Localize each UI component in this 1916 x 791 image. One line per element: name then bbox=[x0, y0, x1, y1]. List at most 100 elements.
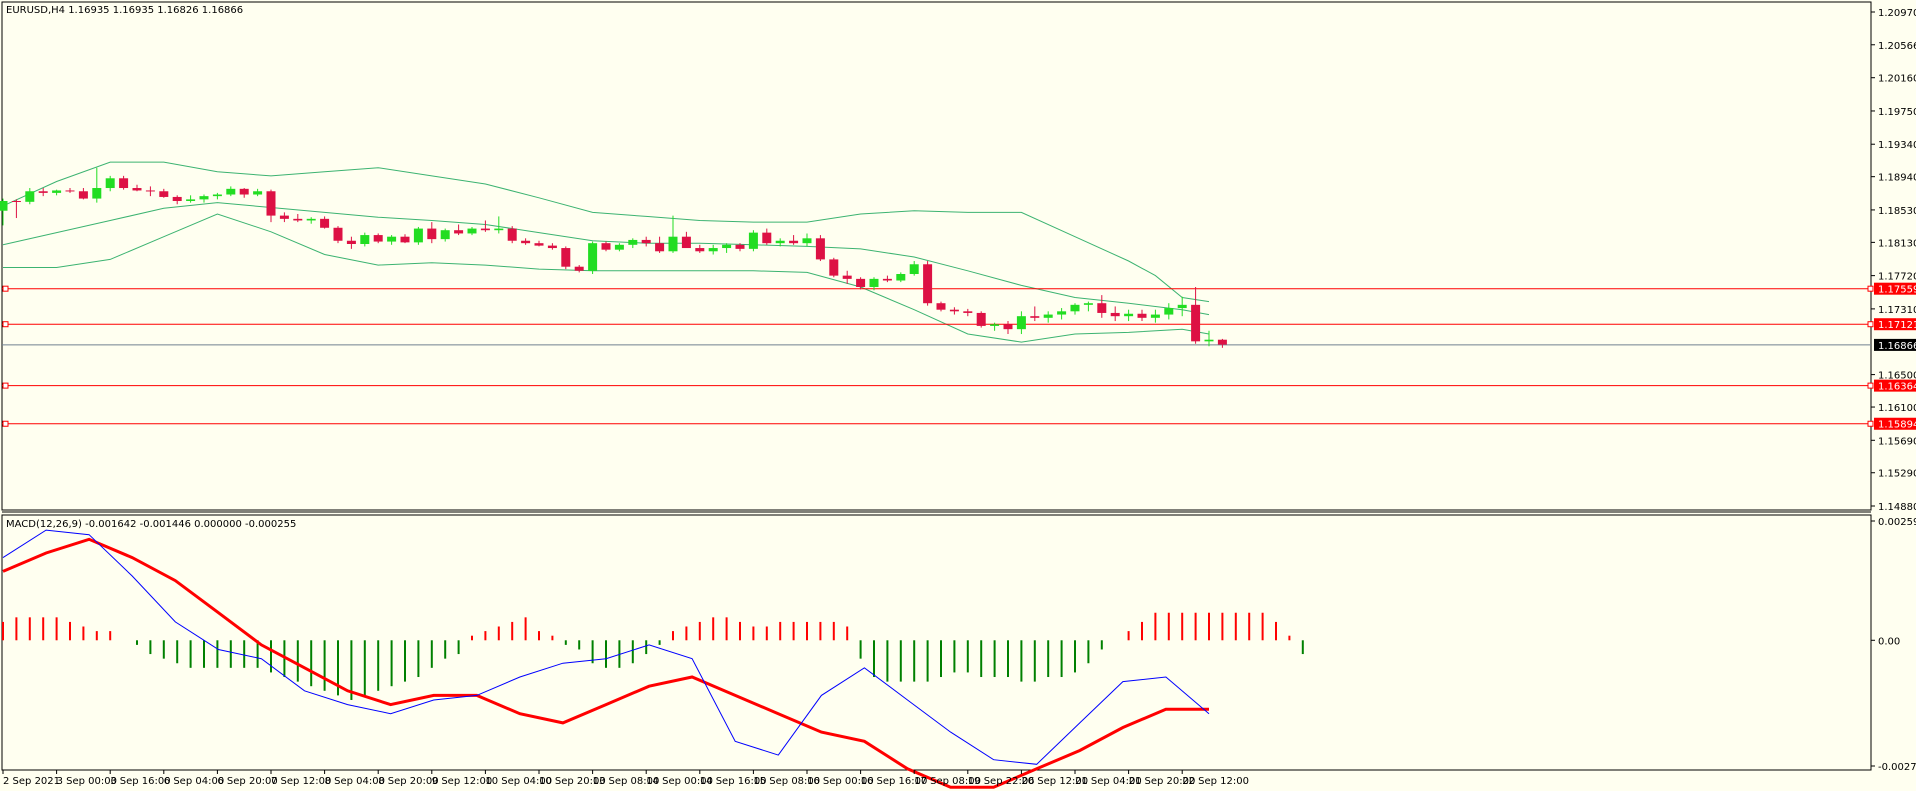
candle bbox=[186, 195, 196, 203]
level-price-label: 1.17121 bbox=[1878, 320, 1916, 331]
candle-body bbox=[842, 275, 852, 279]
candle-body bbox=[534, 243, 544, 246]
candle-body bbox=[494, 228, 504, 231]
candle bbox=[1217, 338, 1227, 348]
candle-body bbox=[1164, 308, 1174, 315]
candle-body bbox=[253, 191, 263, 195]
horizontal-levels: 1.17559 1.17121 1.16866 1.16364 1.15894 bbox=[2, 282, 1916, 431]
candle-body bbox=[923, 264, 933, 304]
candle bbox=[467, 226, 477, 236]
time-tick-label: 17 Sep 08:00 bbox=[914, 776, 981, 787]
time-tick-label: 6 Sep 04:00 bbox=[164, 776, 224, 787]
candle bbox=[882, 275, 892, 283]
candle-body bbox=[440, 230, 450, 240]
candle bbox=[52, 189, 62, 196]
candle bbox=[92, 167, 102, 203]
candle bbox=[588, 241, 598, 275]
candle-body bbox=[1097, 303, 1107, 313]
level-handle-left bbox=[2, 420, 9, 427]
macd-histogram bbox=[2, 612, 1304, 700]
candle-body bbox=[25, 191, 35, 202]
candle-body bbox=[815, 238, 825, 260]
candle bbox=[293, 213, 303, 223]
candle bbox=[869, 277, 879, 291]
candle bbox=[1164, 303, 1174, 320]
candle-body bbox=[333, 227, 343, 241]
candle-body bbox=[239, 188, 249, 195]
time-tick-label: 6 Sep 20:00 bbox=[217, 776, 277, 787]
candle bbox=[655, 236, 665, 253]
candle bbox=[1003, 321, 1013, 335]
candle-body bbox=[1217, 339, 1227, 345]
candle bbox=[413, 226, 423, 245]
candle bbox=[708, 244, 718, 255]
candle-body bbox=[346, 240, 356, 244]
macd-tick-label: 0.00 bbox=[1878, 636, 1900, 647]
price-tick-label: 1.15690 bbox=[1878, 436, 1916, 447]
candle-body bbox=[159, 191, 169, 197]
candle-body bbox=[762, 232, 772, 244]
candle-body bbox=[0, 201, 8, 211]
candle-body bbox=[641, 239, 651, 244]
candle-body bbox=[856, 278, 866, 287]
candle bbox=[427, 222, 437, 244]
candle-body bbox=[668, 236, 678, 252]
candle bbox=[1097, 295, 1107, 318]
candle bbox=[11, 199, 21, 219]
level-handle-left bbox=[2, 382, 9, 389]
candle bbox=[574, 265, 584, 273]
macd-line bbox=[2, 529, 1210, 765]
price-tick-label: 1.18530 bbox=[1878, 206, 1916, 217]
time-tick-label: 10 Sep 20:00 bbox=[539, 776, 606, 787]
candle bbox=[373, 233, 383, 244]
candle-body bbox=[1204, 339, 1214, 342]
bollinger-upper-line bbox=[2, 161, 1210, 303]
time-tick-label: 16 Sep 00:00 bbox=[807, 776, 874, 787]
candle-body bbox=[119, 178, 129, 189]
candle bbox=[896, 272, 906, 283]
macd-tick-label: 0.002598 bbox=[1878, 517, 1916, 528]
candle bbox=[0, 198, 8, 226]
macd-panel-label: MACD(12,26,9) -0.001642 -0.001446 0.0000… bbox=[6, 519, 296, 530]
level-handle-right bbox=[1867, 321, 1874, 328]
candle bbox=[145, 186, 155, 197]
candle bbox=[105, 175, 115, 192]
candle bbox=[815, 235, 825, 262]
level-handle-right bbox=[1867, 420, 1874, 427]
candle bbox=[949, 307, 959, 315]
candle bbox=[25, 188, 35, 205]
candle bbox=[333, 226, 343, 244]
candle bbox=[226, 186, 236, 197]
candle bbox=[253, 188, 263, 197]
candle-body bbox=[78, 191, 88, 199]
candle bbox=[65, 188, 75, 193]
candle-body bbox=[1030, 316, 1040, 318]
level-price-tag bbox=[1874, 379, 1916, 392]
time-tick-label: 3 Sep 16:00 bbox=[110, 776, 170, 787]
price-panel-frame bbox=[1, 1, 1872, 511]
candle bbox=[976, 311, 986, 328]
candle-body bbox=[561, 248, 571, 267]
level-handle-right bbox=[1867, 285, 1874, 292]
candle-body bbox=[574, 266, 584, 271]
candle-body bbox=[1057, 311, 1067, 315]
candle-body bbox=[507, 228, 517, 241]
candle-body bbox=[306, 218, 316, 221]
candle bbox=[695, 244, 705, 253]
candle-body bbox=[320, 218, 330, 228]
candle bbox=[494, 216, 504, 234]
candle bbox=[1191, 286, 1201, 344]
candle-body bbox=[936, 303, 946, 310]
candle bbox=[829, 257, 839, 278]
candle bbox=[1124, 309, 1134, 322]
candle-body bbox=[869, 278, 879, 287]
candle bbox=[1043, 311, 1053, 323]
candle-body bbox=[105, 178, 115, 189]
candle bbox=[400, 234, 410, 244]
candle bbox=[856, 277, 866, 290]
time-tick-label: 14 Sep 16:00 bbox=[700, 776, 767, 787]
candle-body bbox=[199, 196, 209, 200]
candle bbox=[1110, 306, 1120, 322]
candle-body bbox=[1124, 313, 1134, 317]
